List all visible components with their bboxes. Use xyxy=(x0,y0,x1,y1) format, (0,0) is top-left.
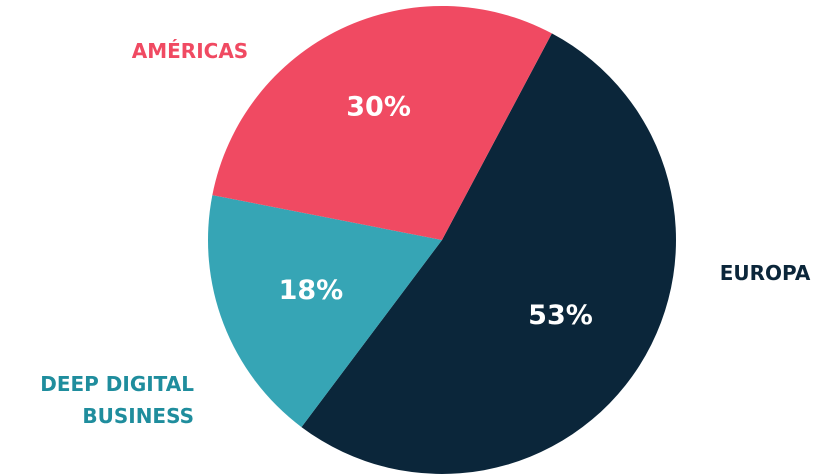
pie-category-label-deep-digital-business: DEEP DIGITAL BUSINESS xyxy=(40,372,194,428)
pie-category-labels: EUROPA DEEP DIGITAL BUSINESS AMÉRICAS xyxy=(40,39,811,428)
category-label-line: AMÉRICAS xyxy=(132,39,248,63)
pie-percent-labels: 53% 18% 30% xyxy=(279,91,593,330)
pie-slices xyxy=(207,5,677,474)
pie-category-label-europa: EUROPA xyxy=(720,261,811,285)
pie-percent-label-europa: 53% xyxy=(528,300,593,331)
category-label-line: DEEP DIGITAL xyxy=(40,372,194,396)
pie-slice-am-ricas xyxy=(212,5,552,240)
pie-percent-label-deep-digital-business: 18% xyxy=(279,275,344,306)
pie-slice-europa xyxy=(301,33,677,474)
category-label-line: BUSINESS xyxy=(82,404,194,428)
pie-slice-deep-digital-business xyxy=(207,195,442,428)
category-label-line: EUROPA xyxy=(720,261,811,285)
pie-category-label-am-ricas: AMÉRICAS xyxy=(132,39,248,63)
pie-percent-label-am-ricas: 30% xyxy=(346,91,411,122)
